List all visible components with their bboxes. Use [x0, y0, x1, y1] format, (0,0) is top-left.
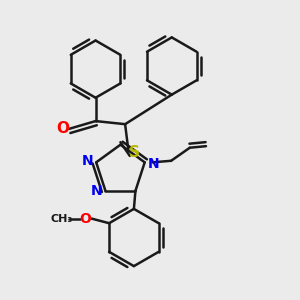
- Text: N: N: [82, 154, 93, 168]
- Text: O: O: [79, 212, 91, 226]
- Text: N: N: [148, 157, 159, 171]
- Text: N: N: [91, 184, 103, 198]
- Text: CH₃: CH₃: [50, 214, 73, 224]
- Text: O: O: [56, 121, 69, 136]
- Text: S: S: [129, 145, 140, 160]
